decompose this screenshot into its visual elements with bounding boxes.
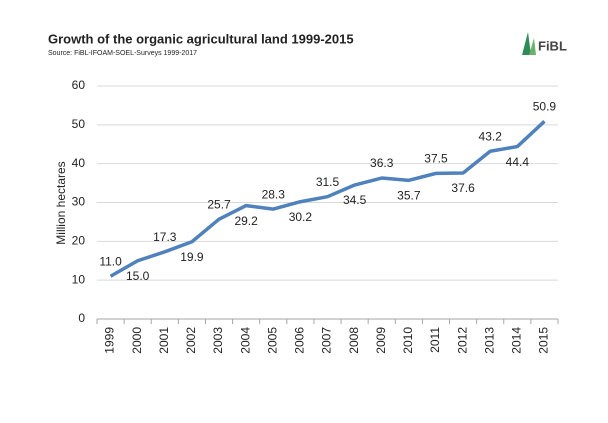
chart-title: Growth of the organic agricultural land … <box>48 31 354 46</box>
x-tick-label: 1999 <box>103 327 117 354</box>
x-tick-label: 2000 <box>130 327 144 354</box>
x-tick-label: 2001 <box>157 327 171 354</box>
data-label: 19.9 <box>180 250 204 264</box>
data-label: 31.5 <box>316 175 340 189</box>
logo-text: FiBL <box>538 38 567 53</box>
data-label: 11.0 <box>99 254 122 268</box>
y-tick-label: 0 <box>78 311 85 325</box>
y-tick-label: 40 <box>72 156 86 170</box>
x-tick-label: 2006 <box>293 327 307 354</box>
x-tick-label: 2008 <box>347 327 361 354</box>
data-label: 36.3 <box>370 156 394 170</box>
data-label: 37.6 <box>451 181 475 195</box>
x-tick-label: 2004 <box>238 327 252 354</box>
y-tick-label: 50 <box>72 117 86 131</box>
data-label: 34.5 <box>343 193 367 207</box>
data-label: 43.2 <box>479 129 503 143</box>
y-tick-label: 10 <box>72 272 86 286</box>
line <box>109 120 546 278</box>
data-label: 28.3 <box>262 187 286 201</box>
data-label: 17.3 <box>153 230 177 244</box>
data-label: 25.7 <box>207 197 231 211</box>
x-tick-label: 2005 <box>265 327 279 354</box>
data-label: 15.0 <box>126 269 150 283</box>
chart-source: Source: FiBL-IFOAM-SOEL-Surveys 1999-201… <box>48 50 197 57</box>
y-tick-label: 30 <box>72 195 86 209</box>
y-tick-label: 20 <box>72 234 86 248</box>
x-tick-label: 2011 <box>428 327 442 353</box>
x-tick-label: 2014 <box>509 327 523 354</box>
x-tick-label: 2015 <box>537 327 551 354</box>
y-axis-label: Million hectares <box>54 161 68 244</box>
data-label: 35.7 <box>397 189 421 203</box>
x-tick-label: 2009 <box>374 327 388 354</box>
y-tick-label: 60 <box>72 78 86 92</box>
data-label: 29.2 <box>234 214 258 228</box>
data-label: 44.4 <box>506 155 530 169</box>
data-label: 37.5 <box>424 152 448 166</box>
x-tick-label: 2010 <box>401 327 415 354</box>
x-tick-label: 2012 <box>455 327 469 354</box>
logo-icon <box>522 32 536 55</box>
x-tick-label: 2013 <box>482 327 496 354</box>
x-tick-label: 2007 <box>320 327 334 354</box>
data-label: 50.9 <box>533 100 557 114</box>
data-label: 30.2 <box>289 210 313 224</box>
x-tick-label: 2002 <box>184 327 198 354</box>
x-tick-label: 2003 <box>211 327 225 354</box>
